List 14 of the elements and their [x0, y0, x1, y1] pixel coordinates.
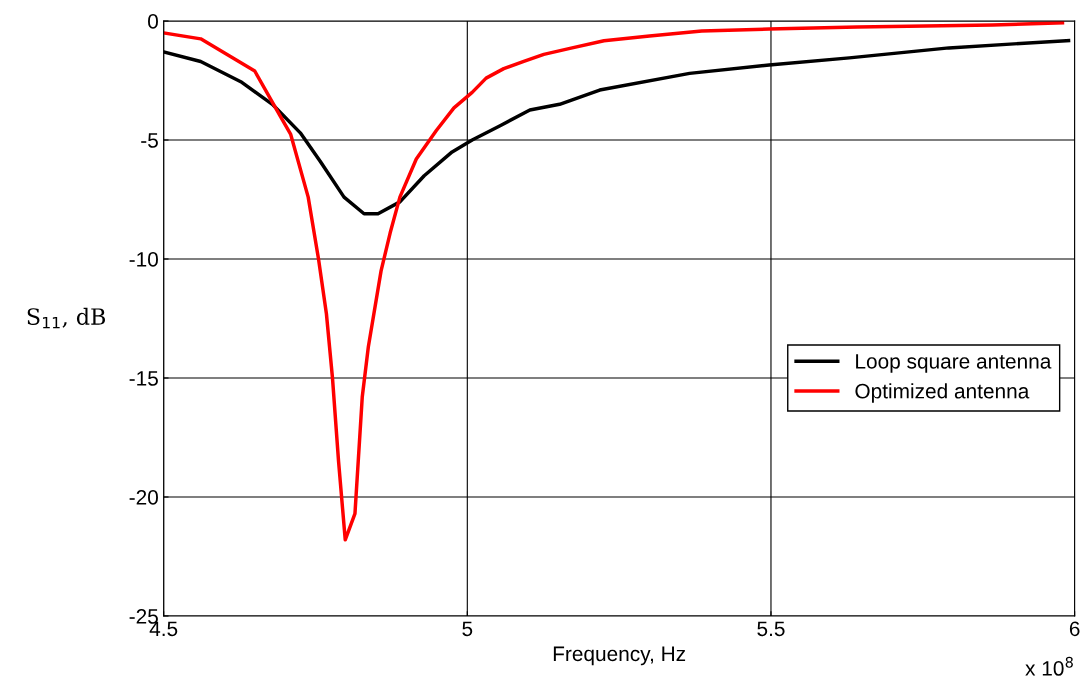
y-tick-label: -5: [141, 133, 158, 148]
y-tick-label: -20: [129, 490, 158, 505]
x-tick-label: 6: [1069, 621, 1080, 637]
y-tick-label: -15: [129, 371, 158, 386]
x-tick-label: 5: [462, 621, 473, 637]
text: x 10$^{8}$: [1025, 656, 1073, 676]
y-tick-label: -10: [129, 252, 158, 267]
y-tick-label: 0: [148, 14, 158, 29]
line-series: [163, 21, 1065, 542]
y-axis-title: S$_{11}$, dB: [27, 307, 106, 329]
legend-label: Optimized antenna: [855, 383, 1030, 403]
x-axis-title: Frequency, Hz: [553, 646, 686, 666]
legend-label: Loop square antenna: [856, 354, 1052, 373]
x-tick-label: 5.5: [757, 621, 785, 637]
